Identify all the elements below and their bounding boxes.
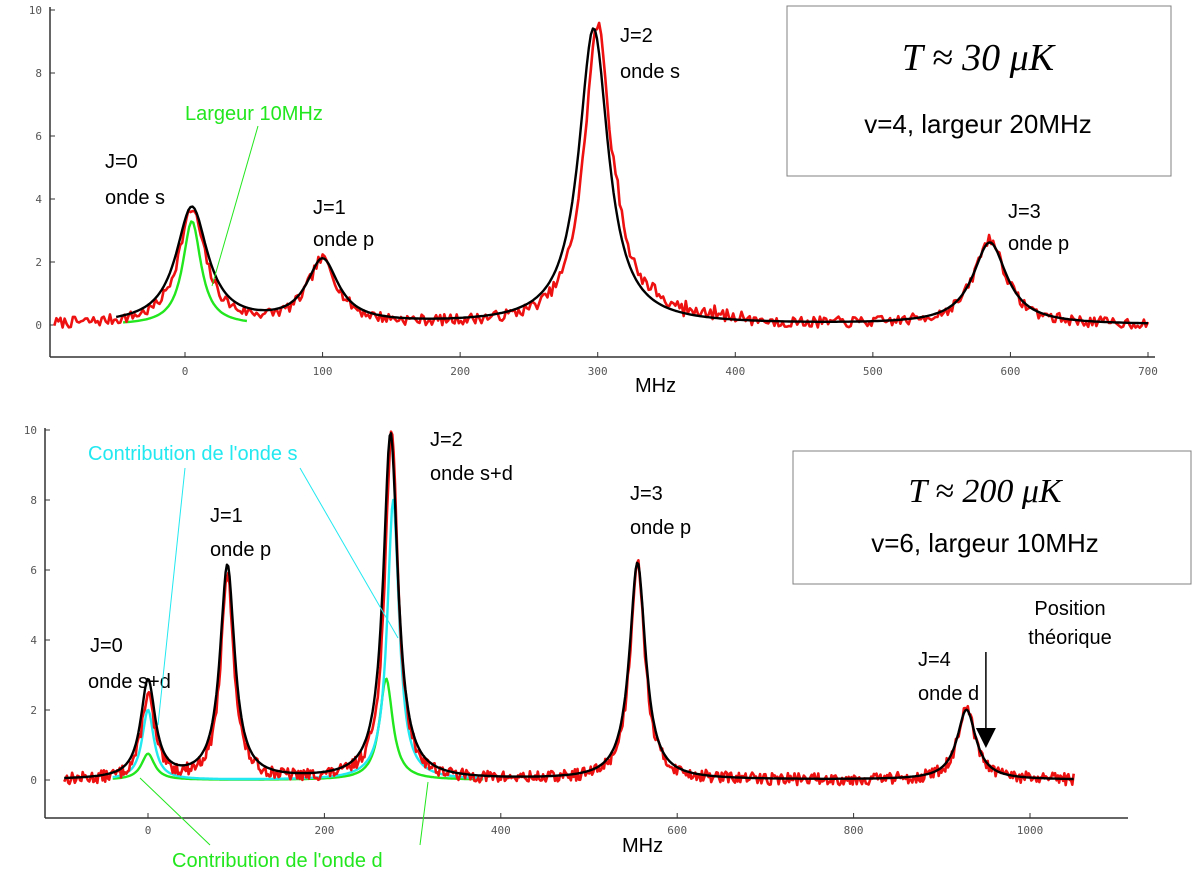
y-tick-label: 6 — [30, 564, 37, 577]
y-tick-label: 6 — [35, 130, 42, 143]
bottom-s-pointer-right — [299, 467, 399, 639]
theory-arrow-head — [975, 728, 996, 748]
y-tick-label: 0 — [35, 319, 42, 332]
top-peak-j3-label: J=3 — [1008, 201, 1041, 223]
top-peak-j1-label: J=1 — [313, 197, 346, 219]
x-tick-label: 700 — [1138, 365, 1158, 378]
top-width-label: Largeur 10MHz — [185, 103, 323, 125]
x-tick-label: 600 — [1000, 365, 1020, 378]
top-curves — [53, 21, 1150, 330]
x-tick-label: 400 — [725, 365, 745, 378]
width-curve — [122, 220, 248, 324]
bottom-curves — [63, 430, 1075, 787]
bottom-tick-labels: 0 2 4 6 8 10 0 200 400 600 800 1000 — [24, 424, 1044, 837]
bottom-chart: 0 2 4 6 8 10 0 200 400 600 800 1000 MHz J=0 onde s+… — [24, 424, 1192, 872]
fit-curve — [115, 27, 1148, 325]
s-contribution-curve — [112, 498, 484, 781]
top-peak-j2-wave: onde s — [620, 61, 680, 83]
bottom-x-axis-label: MHz — [622, 835, 663, 857]
bottom-peak-j2-wave: onde s+d — [430, 463, 513, 485]
y-tick-label: 2 — [35, 256, 42, 269]
x-tick-label: 200 — [314, 824, 334, 837]
top-peak-j1-wave: onde p — [313, 229, 374, 251]
y-tick-label: 10 — [29, 4, 42, 17]
top-peak-j0-label: J=0 — [105, 151, 138, 173]
fit-curve — [64, 432, 1074, 781]
x-tick-label: 400 — [491, 824, 511, 837]
x-tick-label: 600 — [667, 824, 687, 837]
bottom-temperature: T ≈ 200 μK — [908, 473, 1064, 510]
x-tick-label: 0 — [182, 365, 189, 378]
bottom-peak-j4-wave: onde d — [918, 683, 979, 705]
bottom-peak-j4-label: J=4 — [918, 649, 951, 671]
x-tick-label: 0 — [145, 824, 152, 837]
top-width-pointer — [211, 125, 259, 287]
bottom-d-pointer-right — [419, 781, 429, 846]
bottom-peak-j2-label: J=2 — [430, 429, 463, 451]
x-tick-label: 300 — [588, 365, 608, 378]
theory-position-arrow — [975, 652, 996, 748]
x-tick-label: 200 — [450, 365, 470, 378]
y-tick-label: 8 — [35, 67, 42, 80]
x-tick-label: 100 — [313, 365, 333, 378]
bottom-peak-j0-wave: onde s+d — [88, 671, 171, 693]
bottom-info-box — [792, 450, 1192, 585]
bottom-condition: v=6, largeur 10MHz — [871, 528, 1099, 558]
bottom-axes — [44, 428, 1128, 819]
bottom-d-contribution-label: Contribution de l'onde d — [172, 850, 383, 872]
top-info-box — [786, 5, 1172, 177]
bottom-d-pointer-left — [139, 777, 211, 846]
bottom-peak-j1-wave: onde p — [210, 539, 271, 561]
y-tick-label: 0 — [30, 774, 37, 787]
y-tick-label: 4 — [35, 193, 42, 206]
theory-position-label-2: théorique — [1028, 627, 1111, 649]
top-x-axis-label: MHz — [635, 375, 676, 397]
y-tick-label: 10 — [24, 424, 37, 437]
bottom-peak-j3-label: J=3 — [630, 483, 663, 505]
top-condition: v=4, largeur 20MHz — [864, 109, 1092, 139]
bottom-peak-j1-label: J=1 — [210, 505, 243, 527]
top-axes — [49, 7, 1155, 358]
theory-position-label-1: Position — [1034, 598, 1105, 620]
x-tick-label: 500 — [863, 365, 883, 378]
y-tick-label: 8 — [30, 494, 37, 507]
top-temperature: T ≈ 30 μK — [902, 37, 1056, 79]
bottom-s-pointer-left — [157, 467, 186, 726]
x-tick-label: 1000 — [1017, 824, 1044, 837]
y-tick-label: 2 — [30, 704, 37, 717]
bottom-peak-j0-label: J=0 — [90, 635, 123, 657]
bottom-s-contribution-label: Contribution de l'onde s — [88, 443, 298, 465]
top-peak-j2-label: J=2 — [620, 25, 653, 47]
x-tick-label: 800 — [844, 824, 864, 837]
y-tick-label: 4 — [30, 634, 37, 647]
bottom-peak-j3-wave: onde p — [630, 517, 691, 539]
top-peak-j0-wave: onde s — [105, 187, 165, 209]
experimental-curve — [53, 21, 1150, 330]
top-peak-j3-wave: onde p — [1008, 233, 1069, 255]
